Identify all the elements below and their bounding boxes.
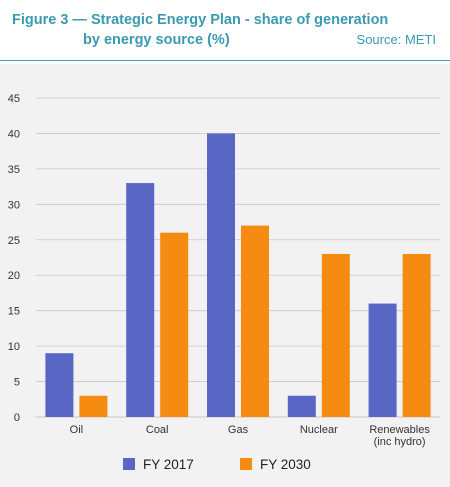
chart-title-line1: Figure 3 — Strategic Energy Plan - share…	[12, 12, 389, 28]
y-tick-label: 0	[14, 412, 20, 424]
y-tick-label: 10	[8, 341, 20, 353]
y-tick-label: 35	[8, 164, 20, 176]
bar-fy2017	[368, 303, 397, 417]
x-category-label: Renewables (inc hydro)	[369, 424, 430, 448]
bar-fy2017	[207, 133, 235, 417]
y-tick-label: 20	[8, 270, 20, 282]
y-tick-label: 45	[8, 93, 20, 105]
legend-label: FY 2030	[260, 457, 311, 472]
y-tick-label: 15	[8, 306, 20, 318]
x-category-label: Oil	[70, 424, 83, 436]
bar-fy2030	[160, 232, 189, 417]
x-category-label: Nuclear	[300, 424, 338, 436]
x-category-label: Gas	[228, 424, 249, 436]
bar-fy2030	[79, 395, 108, 417]
header-divider	[0, 60, 450, 61]
chart-source: Source: METI	[356, 32, 436, 47]
y-tick-label: 40	[8, 128, 20, 140]
bar-fy2017	[45, 353, 74, 417]
legend-swatch	[123, 458, 135, 470]
bar-fy2030	[241, 225, 269, 417]
bar-fy2017	[126, 183, 155, 417]
bar-fy2017	[287, 395, 316, 417]
chart-title-line2: by energy source (%)	[83, 32, 230, 48]
y-tick-label: 5	[14, 377, 20, 389]
x-category-label: Coal	[146, 424, 169, 436]
bar-fy2030	[321, 253, 350, 417]
y-tick-label: 30	[8, 199, 20, 211]
y-tick-label: 25	[8, 235, 20, 247]
bar-fy2030	[402, 253, 431, 417]
legend-swatch	[240, 458, 252, 470]
legend-label: FY 2017	[143, 457, 194, 472]
chart-header: Figure 3 — Strategic Energy Plan - share…	[12, 10, 440, 50]
bar-chart: 0 5 10 15 20 25 30 35 40 45 Oil Coal Gas Nuclear Renew…	[8, 93, 440, 472]
chart-panel: 0 5 10 15 20 25 30 35 40 45 Oil Coal Gas Nuclear Renew…	[0, 64, 450, 487]
